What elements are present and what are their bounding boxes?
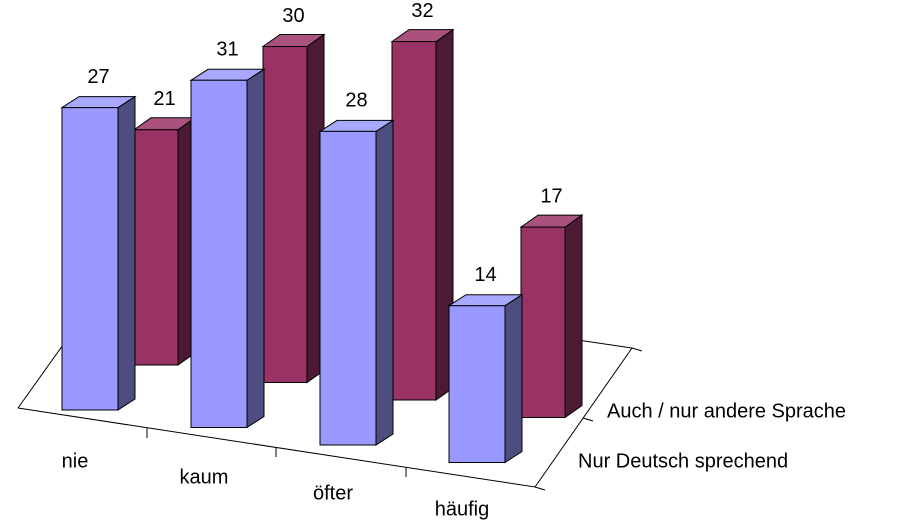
x-tick-label: kaum [180,466,229,488]
bar-front [391,41,437,401]
bar [390,28,455,401]
data-label: 21 [153,88,175,110]
legend-label: Auch / nur andere Sprache [607,400,846,422]
bar-front [319,130,377,446]
x-tick-label: häufig [435,498,490,520]
bar-side [375,119,394,446]
bar-side [564,214,583,419]
data-label: 28 [345,90,367,112]
bar [519,214,584,419]
legend-label: Nur Deutsch sprechend [578,450,788,472]
bar [447,293,524,464]
x-tick-label: nie [62,450,89,472]
bar-front [262,46,308,383]
bar-side [117,95,136,411]
data-label: 31 [216,39,238,61]
data-label: 14 [474,264,496,286]
data-label: 32 [411,0,433,22]
bar-side [246,68,265,429]
bar [261,33,326,384]
floor-tick [631,347,643,352]
bar-front [448,305,506,463]
bar-front [133,129,179,366]
data-label: 27 [87,66,109,88]
bar [318,119,395,446]
bar-front [190,79,248,428]
bar [132,116,197,366]
bar [60,95,137,411]
floor-tick [534,486,546,491]
bar [189,68,266,429]
bar-front [520,226,566,418]
x-tick-label: öfter [313,482,353,504]
data-label: 17 [540,185,562,207]
floor-tick [582,417,594,422]
data-label: 30 [282,5,304,27]
bar-front [61,107,119,411]
bar-side [504,293,523,464]
